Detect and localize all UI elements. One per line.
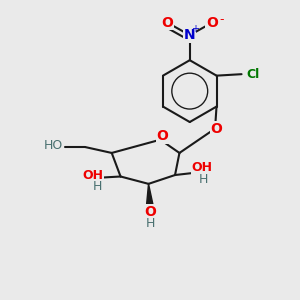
Text: -: - [220, 14, 224, 26]
Text: O: O [162, 16, 174, 30]
Text: O: O [206, 16, 218, 30]
Text: N: N [184, 28, 196, 42]
Text: O: O [145, 205, 157, 219]
Text: O: O [211, 122, 223, 136]
Text: O: O [157, 129, 169, 143]
Text: OH: OH [191, 161, 212, 174]
Polygon shape [146, 184, 154, 209]
Text: H: H [93, 180, 102, 193]
Text: Cl: Cl [247, 68, 260, 81]
Text: H: H [146, 217, 155, 230]
Text: +: + [191, 24, 199, 34]
Text: HO: HO [44, 139, 63, 152]
Text: OH: OH [83, 169, 104, 182]
Text: H: H [199, 173, 208, 186]
